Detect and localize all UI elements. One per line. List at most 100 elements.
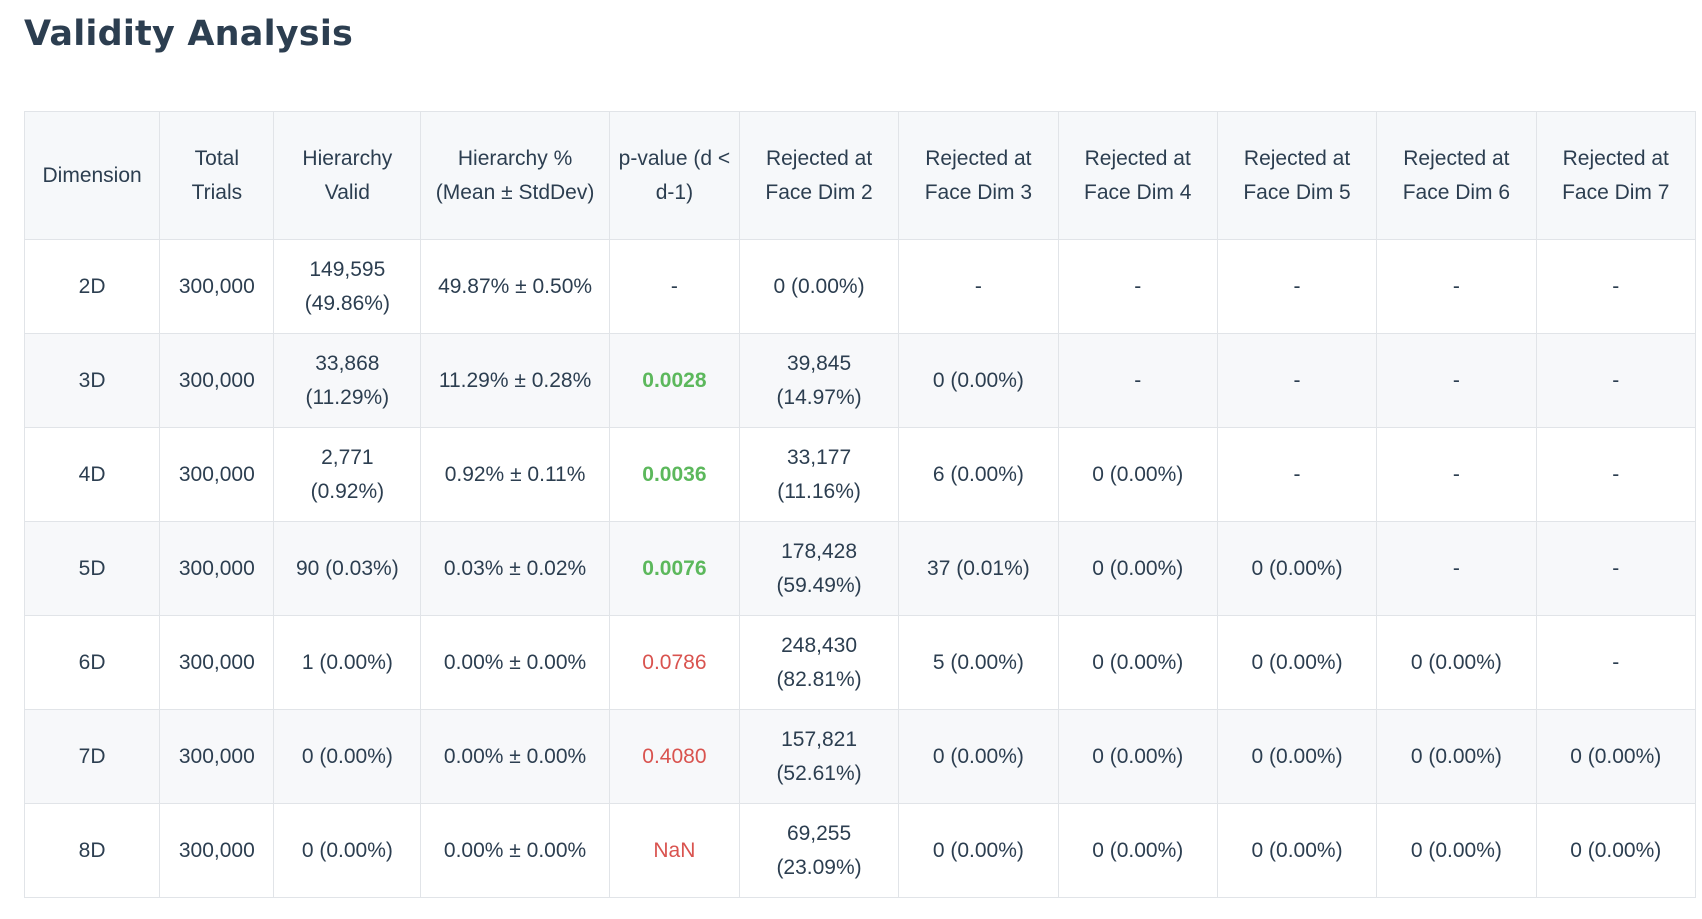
cell-rejected-face-dim-3: - [898, 239, 1059, 334]
table-body: 2D 300,000 149,595 (49.86%) 49.87% ± 0.50% -… [23, 239, 1697, 898]
cell-hierarchy-valid: 90 (0.03%) [273, 521, 422, 616]
cell-hierarchy-valid: 2,771 (0.92%) [273, 427, 422, 522]
cell-rejected-face-dim-6: 0 (0.00%) [1376, 803, 1537, 898]
cell-hierarchy-valid: 149,595 (49.86%) [273, 239, 422, 334]
validity-analysis-table: Dimension Total Trials Hierarchy Valid H… [23, 111, 1697, 898]
cell-total-trials: 300,000 [159, 239, 275, 334]
cell-rejected-face-dim-5: 0 (0.00%) [1216, 803, 1378, 898]
cell-hierarchy-valid: 0 (0.00%) [273, 803, 422, 898]
cell-rejected-face-dim-4: 0 (0.00%) [1057, 521, 1218, 616]
header-dimension: Dimension [23, 111, 161, 240]
cell-rejected-face-dim-6: - [1376, 333, 1537, 428]
cell-p-value: NaN [608, 803, 740, 898]
cell-dimension: 3D [23, 333, 161, 428]
cell-dimension: 8D [23, 803, 161, 898]
table-row: 6D 300,000 1 (0.00%) 0.00% ± 0.00% 0.0786 248… [23, 615, 1697, 710]
cell-rejected-face-dim-5: - [1216, 427, 1378, 522]
cell-rejected-face-dim-3: 0 (0.00%) [898, 333, 1059, 428]
cell-hierarchy-percent: 0.03% ± 0.02% [420, 521, 610, 616]
cell-p-value: 0.0036 [608, 427, 740, 522]
cell-rejected-face-dim-2: 69,255 (23.09%) [738, 803, 900, 898]
cell-rejected-face-dim-3: 0 (0.00%) [898, 709, 1059, 804]
page-title: Validity Analysis [24, 14, 354, 54]
cell-rejected-face-dim-4: 0 (0.00%) [1057, 615, 1218, 710]
cell-rejected-face-dim-4: - [1057, 239, 1218, 334]
cell-rejected-face-dim-7: - [1535, 427, 1697, 522]
table-row: 2D 300,000 149,595 (49.86%) 49.87% ± 0.50% -… [23, 239, 1697, 334]
cell-hierarchy-percent: 0.00% ± 0.00% [420, 615, 610, 710]
cell-p-value: 0.0028 [608, 333, 740, 428]
cell-rejected-face-dim-3: 37 (0.01%) [898, 521, 1059, 616]
cell-rejected-face-dim-6: 0 (0.00%) [1376, 709, 1537, 804]
header-p-value: p-value (d < d-1) [608, 111, 740, 240]
header-rejected-face-dim-4: Rejected at Face Dim 4 [1057, 111, 1218, 240]
cell-hierarchy-percent: 0.00% ± 0.00% [420, 709, 610, 804]
cell-rejected-face-dim-2: 248,430 (82.81%) [738, 615, 900, 710]
table-header: Dimension Total Trials Hierarchy Valid H… [23, 111, 1697, 240]
header-rejected-face-dim-5: Rejected at Face Dim 5 [1216, 111, 1378, 240]
cell-rejected-face-dim-2: 33,177 (11.16%) [738, 427, 900, 522]
cell-rejected-face-dim-2: 0 (0.00%) [738, 239, 900, 334]
cell-total-trials: 300,000 [159, 427, 275, 522]
table-row: 5D 300,000 90 (0.03%) 0.03% ± 0.02% 0.0076 17… [23, 521, 1697, 616]
header-rejected-face-dim-7: Rejected at Face Dim 7 [1535, 111, 1697, 240]
cell-total-trials: 300,000 [159, 521, 275, 616]
header-hierarchy-percent: Hierarchy % (Mean ± StdDev) [420, 111, 610, 240]
cell-hierarchy-valid: 1 (0.00%) [273, 615, 422, 710]
cell-hierarchy-valid: 0 (0.00%) [273, 709, 422, 804]
table-row: 7D 300,000 0 (0.00%) 0.00% ± 0.00% 0.4080 157… [23, 709, 1697, 804]
cell-rejected-face-dim-6: - [1376, 521, 1537, 616]
cell-dimension: 7D [23, 709, 161, 804]
cell-p-value: 0.4080 [608, 709, 740, 804]
cell-rejected-face-dim-7: - [1535, 239, 1697, 334]
table-row: 3D 300,000 33,868 (11.29%) 11.29% ± 0.28% 0.… [23, 333, 1697, 428]
cell-rejected-face-dim-4: 0 (0.00%) [1057, 709, 1218, 804]
table-row: 8D 300,000 0 (0.00%) 0.00% ± 0.00% NaN 69,255… [23, 803, 1697, 898]
cell-rejected-face-dim-2: 178,428 (59.49%) [738, 521, 900, 616]
cell-rejected-face-dim-6: - [1376, 427, 1537, 522]
cell-dimension: 6D [23, 615, 161, 710]
cell-hierarchy-percent: 49.87% ± 0.50% [420, 239, 610, 334]
header-rejected-face-dim-6: Rejected at Face Dim 6 [1376, 111, 1537, 240]
header-rejected-face-dim-2: Rejected at Face Dim 2 [738, 111, 900, 240]
cell-rejected-face-dim-5: - [1216, 333, 1378, 428]
cell-rejected-face-dim-2: 157,821 (52.61%) [738, 709, 900, 804]
cell-p-value: 0.0076 [608, 521, 740, 616]
cell-total-trials: 300,000 [159, 615, 275, 710]
cell-total-trials: 300,000 [159, 709, 275, 804]
cell-rejected-face-dim-7: - [1535, 333, 1697, 428]
cell-hierarchy-percent: 11.29% ± 0.28% [420, 333, 610, 428]
cell-dimension: 2D [23, 239, 161, 334]
cell-rejected-face-dim-7: 0 (0.00%) [1535, 709, 1697, 804]
cell-hierarchy-valid: 33,868 (11.29%) [273, 333, 422, 428]
header-hierarchy-valid: Hierarchy Valid [273, 111, 422, 240]
header-rejected-face-dim-3: Rejected at Face Dim 3 [898, 111, 1059, 240]
cell-rejected-face-dim-3: 6 (0.00%) [898, 427, 1059, 522]
header-row: Dimension Total Trials Hierarchy Valid H… [23, 111, 1697, 240]
cell-rejected-face-dim-5: - [1216, 239, 1378, 334]
table-row: 4D 300,000 2,771 (0.92%) 0.92% ± 0.11% 0.003… [23, 427, 1697, 522]
cell-total-trials: 300,000 [159, 333, 275, 428]
cell-total-trials: 300,000 [159, 803, 275, 898]
cell-dimension: 5D [23, 521, 161, 616]
cell-rejected-face-dim-5: 0 (0.00%) [1216, 521, 1378, 616]
cell-hierarchy-percent: 0.92% ± 0.11% [420, 427, 610, 522]
cell-rejected-face-dim-3: 5 (0.00%) [898, 615, 1059, 710]
cell-dimension: 4D [23, 427, 161, 522]
cell-rejected-face-dim-7: - [1535, 615, 1697, 710]
cell-rejected-face-dim-6: - [1376, 239, 1537, 334]
validity-table-container: Dimension Total Trials Hierarchy Valid H… [23, 111, 1697, 898]
cell-rejected-face-dim-4: 0 (0.00%) [1057, 427, 1218, 522]
cell-p-value: - [608, 239, 740, 334]
cell-rejected-face-dim-4: 0 (0.00%) [1057, 803, 1218, 898]
cell-rejected-face-dim-4: - [1057, 333, 1218, 428]
cell-rejected-face-dim-7: 0 (0.00%) [1535, 803, 1697, 898]
cell-hierarchy-percent: 0.00% ± 0.00% [420, 803, 610, 898]
cell-rejected-face-dim-2: 39,845 (14.97%) [738, 333, 900, 428]
cell-rejected-face-dim-5: 0 (0.00%) [1216, 709, 1378, 804]
cell-rejected-face-dim-3: 0 (0.00%) [898, 803, 1059, 898]
cell-rejected-face-dim-6: 0 (0.00%) [1376, 615, 1537, 710]
cell-rejected-face-dim-7: - [1535, 521, 1697, 616]
cell-p-value: 0.0786 [608, 615, 740, 710]
cell-rejected-face-dim-5: 0 (0.00%) [1216, 615, 1378, 710]
